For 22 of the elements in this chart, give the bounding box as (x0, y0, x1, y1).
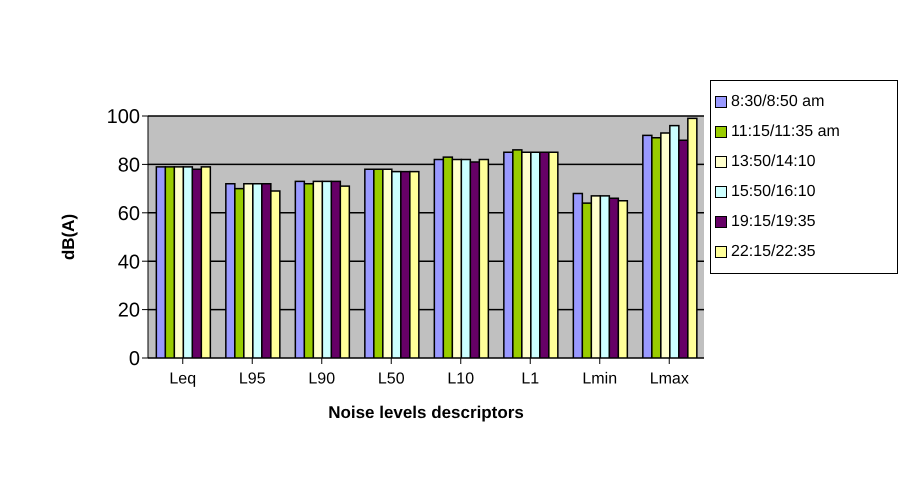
x-tick-label: L1 (521, 370, 540, 388)
y-tick-label: 60 (118, 202, 140, 225)
x-axis-title: Noise levels descriptors (328, 403, 524, 422)
x-tick-label: L95 (238, 370, 266, 388)
legend-label: 11:15/11:35 am (731, 122, 840, 142)
y-tick-label: 20 (118, 300, 140, 322)
legend-label: 15:50/16:10 (731, 182, 816, 202)
x-tick-label: L90 (308, 370, 336, 388)
y-axis-title: dB(A) (59, 214, 78, 260)
y-tick-label: 40 (118, 251, 140, 274)
x-tick-label: L10 (447, 370, 474, 388)
x-tick-label: Leq (169, 370, 196, 388)
y-tick-label: 80 (118, 154, 140, 176)
y-tick-label: 0 (128, 348, 140, 370)
legend-label: 8:30/8:50 am (731, 92, 824, 112)
legend-label: 19:15/19:35 (731, 212, 816, 232)
legend-label: 13:50/14:10 (731, 152, 816, 172)
x-tick-label: Lmin (582, 370, 618, 388)
legend-label: 22:15/22:35 (731, 242, 816, 262)
y-tick-label: 100 (106, 106, 140, 128)
x-tick-label: L50 (378, 370, 405, 388)
x-tick-label: Lmax (650, 370, 689, 388)
